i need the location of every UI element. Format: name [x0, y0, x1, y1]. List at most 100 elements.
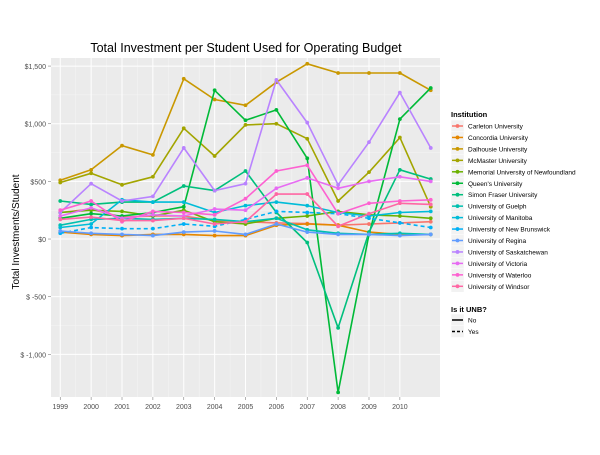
legend-swatch-point	[455, 158, 460, 163]
y-tick-label: $1,000	[25, 122, 47, 129]
y-tick-label: $1,500	[25, 64, 47, 71]
data-point-university-of-new-brunswick	[428, 225, 433, 230]
legend-label: University of Windsor	[468, 284, 530, 291]
data-point-university-of-guelph	[212, 217, 217, 222]
data-point-university-of-new-brunswick	[120, 226, 124, 231]
data-point-queen-s-university	[181, 204, 186, 209]
data-point-university-of-regina	[274, 222, 279, 226]
data-point-university-of-regina	[181, 230, 186, 235]
data-point-university-of-waterloo	[428, 197, 433, 202]
data-point-university-of-saskatchewan	[212, 188, 217, 193]
data-point-dalhousie-university	[305, 61, 310, 66]
data-point-university-of-saskatchewan	[274, 78, 279, 82]
data-point-concordia-university	[305, 222, 310, 226]
data-point-university-of-saskatchewan	[89, 181, 94, 186]
legend-swatch-point	[455, 215, 460, 220]
data-point-simon-fraser-university	[397, 167, 402, 172]
legend-label: University of Saskatchewan	[468, 249, 548, 256]
data-point-university-of-manitoba	[150, 200, 155, 205]
data-point-university-of-manitoba	[274, 200, 279, 205]
data-point-university-of-windsor	[274, 192, 279, 196]
data-point-university-of-regina	[58, 229, 63, 233]
legend-item: University of Windsor	[450, 280, 530, 293]
x-tick-label: 2001	[114, 404, 130, 411]
legend-label: Dalhousie University	[468, 146, 528, 153]
data-point-university-of-saskatchewan	[336, 182, 341, 187]
legend-swatch-point	[455, 204, 460, 209]
legend-swatch-point	[455, 124, 460, 128]
data-point-mcmaster-university	[274, 121, 279, 126]
legend-label: Yes	[468, 329, 479, 336]
legend-item: University of Waterloo	[450, 268, 532, 282]
data-point-university-of-saskatchewan	[367, 140, 371, 145]
data-point-mcmaster-university	[367, 170, 371, 175]
legend-item: University of New Brunswick	[450, 222, 551, 236]
data-point-university-of-waterloo	[243, 196, 248, 201]
data-point-university-of-windsor	[336, 224, 341, 229]
data-point-memorial-university-of-newfoundland	[397, 214, 402, 218]
data-point-queen-s-university	[397, 117, 402, 122]
data-point-mcmaster-university	[305, 136, 310, 141]
legend-swatch-point	[455, 135, 460, 140]
y-tick-label: $0	[38, 237, 46, 244]
data-point-university-of-waterloo	[181, 210, 186, 215]
legend-label: Simon Fraser University	[468, 192, 538, 199]
legend-item: Queen's University	[450, 177, 523, 190]
data-point-mcmaster-university	[58, 180, 63, 185]
data-point-university-of-saskatchewan	[120, 199, 124, 203]
data-point-university-of-saskatchewan	[305, 120, 310, 125]
data-point-university-of-waterloo	[150, 209, 155, 214]
y-axis-label: Total Investments/Student	[11, 174, 22, 289]
data-point-dalhousie-university	[89, 167, 94, 172]
data-point-university-of-victoria	[58, 214, 63, 218]
data-point-university-of-regina	[120, 232, 124, 237]
legend-item: Memorial University of Newfoundland	[450, 165, 576, 179]
plot-area: $ -1,000 $ -500 $0 $500 $1,000 $1,500 1999 2000…	[20, 58, 440, 411]
data-point-university-of-victoria	[274, 186, 279, 191]
data-point-university-of-regina	[150, 233, 155, 238]
data-point-university-of-windsor	[305, 192, 310, 196]
legend-label: Memorial University of Newfoundland	[468, 169, 576, 176]
data-point-university-of-regina	[367, 232, 371, 237]
data-point-simon-fraser-university	[58, 199, 63, 203]
data-point-mcmaster-university	[243, 122, 248, 127]
legend-label: Concordia University	[468, 135, 529, 142]
legend-item: University of Regina	[450, 234, 527, 247]
legend-title-unb: Is it UNB?	[451, 305, 487, 314]
legend-swatch-point	[455, 169, 460, 174]
data-point-memorial-university-of-newfoundland	[428, 216, 433, 221]
legend-label: University of New Brunswick	[468, 227, 551, 234]
legend-item: McMaster University	[450, 154, 528, 167]
x-tick-label: 2009	[361, 404, 377, 411]
x-tick-label: 2002	[145, 404, 161, 411]
chart-title: Total Investment per Student Used for Op…	[90, 41, 402, 55]
legend-label: Queen's University	[468, 181, 523, 188]
y-tick-label: $500	[30, 179, 46, 186]
data-point-university-of-regina	[243, 232, 248, 237]
data-point-university-of-regina	[212, 229, 217, 233]
data-point-university-of-windsor	[397, 201, 402, 206]
legend-title-institution: Institution	[451, 110, 488, 119]
x-tick-label: 2007	[299, 404, 315, 411]
data-point-dalhousie-university	[212, 97, 217, 102]
legend-swatch-point	[455, 227, 460, 231]
legend-swatch-point	[455, 284, 460, 289]
data-point-queen-s-university	[243, 118, 248, 123]
data-point-dalhousie-university	[367, 71, 371, 75]
data-point-university-of-new-brunswick	[397, 220, 402, 225]
legend-item: Concordia University	[450, 131, 529, 144]
data-point-university-of-saskatchewan	[243, 181, 248, 186]
x-tick-label: 1999	[52, 404, 68, 411]
data-point-university-of-saskatchewan	[428, 146, 433, 150]
data-point-university-of-manitoba	[243, 203, 248, 208]
legend-label: University of Regina	[468, 238, 527, 245]
legend-swatch-point	[455, 272, 460, 277]
data-point-university-of-windsor	[181, 216, 186, 221]
legend-label: Carleton University	[468, 124, 524, 131]
data-point-university-of-waterloo	[58, 208, 63, 213]
legend-linetype-item: Yes	[450, 325, 479, 338]
data-point-carleton-university	[367, 222, 371, 226]
data-point-university-of-waterloo	[212, 212, 217, 217]
x-tick-label: 2008	[330, 404, 346, 411]
